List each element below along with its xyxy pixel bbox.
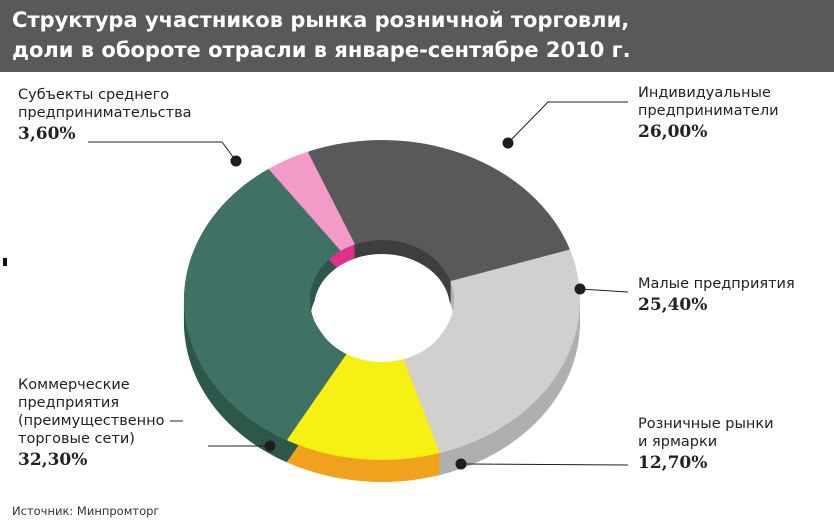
slice-label-small-enterprises: Малые предприятия — [638, 275, 795, 293]
slice-value-individual-entrepreneurs: 26,00% — [638, 122, 708, 142]
slice-retail-markets — [286, 352, 440, 460]
leader-line-retail-markets — [460, 463, 629, 466]
slice-label-line: и ярмарки — [638, 434, 718, 450]
slice-label-line: предприятия — [18, 395, 120, 411]
leader-dot-medium-businesses — [230, 155, 242, 167]
leader-dot-retail-markets — [455, 458, 467, 470]
slice-label-line: (преимущественно — — [18, 413, 184, 429]
slice-label-line: Коммерческие — [18, 377, 130, 393]
slice-label-individual-entrepreneurs: Индивидуальные предприниматели — [638, 84, 779, 120]
chart-title-line-1: Структура участников рынка розничной тор… — [12, 8, 630, 32]
chart-header: Структура участников рынка розничной тор… — [0, 0, 834, 72]
slice-label-line: Розничные рынки — [638, 416, 774, 432]
slice-label-line: Индивидуальные — [638, 85, 771, 101]
slice-label-retail-markets: Розничные рынки и ярмарки — [638, 415, 774, 451]
slice-value-commercial-enterprises: 32,30% — [18, 450, 88, 470]
slice-label-line: Малые предприятия — [638, 276, 795, 292]
slice-label-line: предприниматели — [638, 103, 779, 119]
slice-value-retail-markets: 12,70% — [638, 453, 708, 473]
slice-value-medium-businesses: 3,60% — [18, 124, 76, 144]
edge-marker — [3, 258, 7, 266]
slice-label-line: торговые сети) — [18, 431, 135, 447]
chart-title-line-2: доли в обороте отрасли в январе-сентябре… — [12, 38, 631, 62]
donut-hole — [314, 254, 450, 362]
leader-line-small-enterprises — [579, 288, 629, 293]
leader-line-medium-businesses — [88, 141, 237, 162]
leader-dot-individual-entrepreneurs — [502, 137, 514, 149]
slice-medium-businesses — [268, 151, 355, 251]
slice-small-enterprises — [403, 249, 581, 453]
slice-label-line: предпринимательства — [18, 105, 192, 121]
chart-source: Источник: Минпромторг — [12, 504, 160, 518]
leader-line-individual-entrepreneurs — [507, 101, 628, 144]
slice-label-medium-businesses: Субъекты среднего предпринимательства — [18, 86, 192, 122]
slice-value-small-enterprises: 25,40% — [638, 295, 708, 315]
slice-commercial-enterprises — [183, 168, 348, 441]
slice-label-line: Субъекты среднего — [18, 87, 170, 103]
slice-label-commercial-enterprises: Коммерческие предприятия (преимущественно … — [18, 376, 184, 448]
leader-dot-small-enterprises — [574, 283, 586, 295]
leader-dot-commercial-enterprises — [264, 440, 276, 452]
slice-individual-entrepreneurs — [307, 140, 570, 282]
